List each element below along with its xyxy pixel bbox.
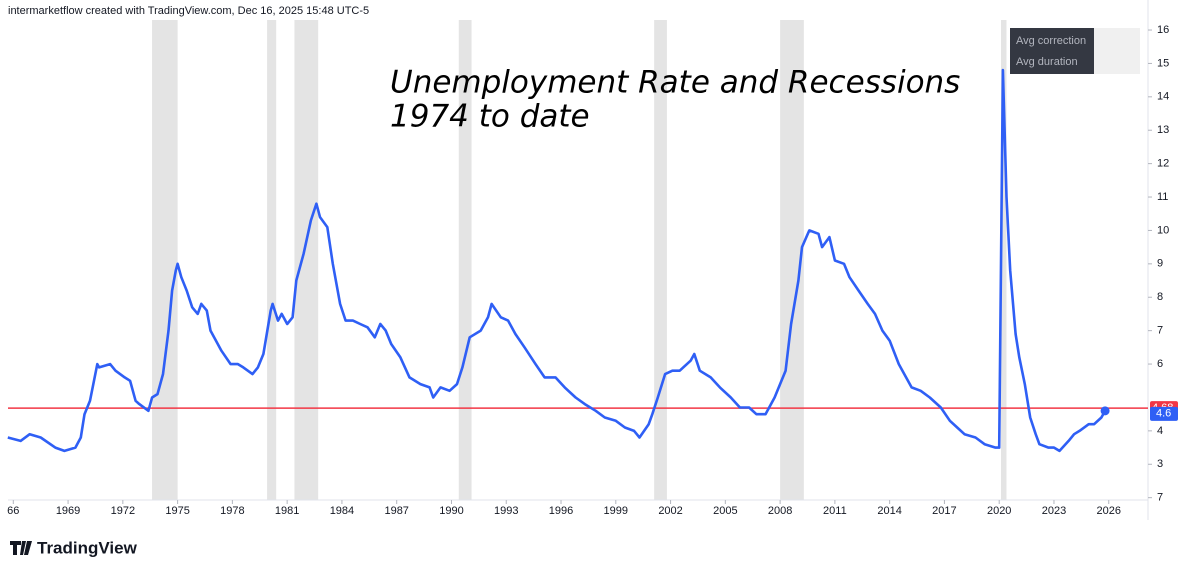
brand-logo: TradingView	[10, 538, 138, 557]
y-tick-label: 15	[1157, 57, 1169, 69]
x-tick-label: 2011	[823, 505, 847, 517]
y-tick-label: 14	[1157, 91, 1169, 103]
x-tick-label: 1969	[56, 505, 80, 517]
x-tick-label: 2014	[877, 505, 901, 517]
x-tick-label: 1981	[275, 505, 299, 517]
x-tick-label: 1972	[111, 505, 135, 517]
info-box-label: Avg correction	[1016, 35, 1086, 47]
series-line	[7, 68, 1107, 453]
info-box-hidden-values	[1094, 28, 1140, 74]
x-tick-label: 2002	[658, 505, 682, 517]
x-tick-label: 2020	[987, 505, 1011, 517]
last-value-box	[1150, 406, 1178, 421]
y-tick-label: 6	[1157, 358, 1163, 370]
recession-band	[458, 20, 472, 500]
x-tick-label: 1996	[549, 505, 573, 517]
y-tick-label: 11	[1157, 191, 1168, 203]
x-tick-label: 2017	[932, 505, 956, 517]
y-tick-label: 10	[1157, 224, 1169, 236]
y-tick-label: 9	[1157, 258, 1163, 270]
chart-title: Unemployment Rate and Recessions	[390, 65, 960, 101]
x-tick-label: 66	[7, 505, 19, 517]
chart-subtitle: 1974 to date	[390, 99, 590, 135]
x-tick-label: 1984	[330, 505, 354, 517]
background-layer	[8, 0, 1149, 520]
recession-band	[294, 20, 319, 500]
x-tick-label: 2005	[713, 505, 737, 517]
recession-band	[267, 20, 277, 500]
y-tick-label: 12	[1157, 158, 1169, 170]
y-tick-label: 4	[1157, 425, 1163, 437]
x-tick-label: 2008	[768, 505, 792, 517]
x-tick-label: 2023	[1042, 505, 1066, 517]
x-tick-label: 1999	[604, 505, 628, 517]
y-tick-label: 7	[1157, 325, 1163, 337]
x-tick-label: 1990	[439, 505, 463, 517]
x-tick-label: 1975	[165, 505, 189, 517]
watermark: intermarketflow created with TradingView…	[8, 5, 369, 17]
recession-band	[1001, 20, 1007, 500]
x-tick-label: 1987	[384, 505, 408, 517]
recession-band	[780, 20, 804, 500]
info-box-label: Avg duration	[1016, 56, 1078, 68]
last-point	[1100, 406, 1110, 416]
x-tick-label: 1978	[220, 505, 244, 517]
y-tick-label: 8	[1157, 291, 1163, 303]
last-value-label: 4.6	[1156, 408, 1171, 420]
y-tick-label: 7	[1157, 492, 1163, 504]
y-tick-label: 3	[1157, 458, 1163, 470]
x-tick-label: 2026	[1097, 505, 1121, 517]
x-tick-label: 1993	[494, 505, 518, 517]
recession-band	[152, 20, 178, 500]
y-tick-label: 13	[1157, 124, 1169, 136]
brand-name: TradingView	[37, 538, 138, 557]
y-tick-label: 16	[1157, 24, 1169, 36]
